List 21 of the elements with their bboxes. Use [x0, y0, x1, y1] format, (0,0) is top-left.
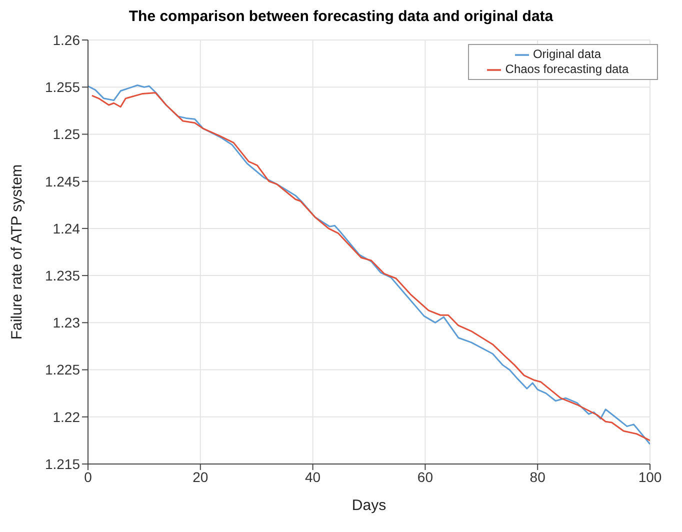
- chart-title: The comparison between forecasting data and original data: [128, 8, 554, 27]
- y-tick-label: 1.26: [52, 32, 80, 48]
- x-tick-label: 0: [84, 468, 92, 485]
- y-tick-label: 1.24: [52, 220, 80, 236]
- y-tick-label: 1.22: [52, 408, 80, 425]
- legend-label: Original data: [532, 47, 602, 61]
- y-tick-label: 1.235: [44, 268, 80, 284]
- x-tick-label: 40: [305, 468, 321, 485]
- y-tick-label: 1.25: [52, 126, 80, 142]
- y-tick-label: 1.225: [44, 362, 80, 378]
- x-tick-label: 60: [417, 468, 434, 485]
- x-tick-label: 80: [530, 468, 546, 485]
- y-tick-label: 1.23: [52, 314, 80, 331]
- y-tick-label: 1.255: [44, 79, 80, 96]
- y-tick-label: 1.245: [44, 173, 80, 190]
- legend-label: Chaos forecasting data: [505, 62, 629, 76]
- x-tick-label: 20: [192, 468, 208, 485]
- y-axis-title: Failure rate of ATP system: [8, 164, 26, 340]
- y-tick-label: 1.215: [44, 456, 80, 472]
- x-axis-title: Days: [352, 497, 386, 514]
- x-tick-label: 100: [638, 468, 662, 485]
